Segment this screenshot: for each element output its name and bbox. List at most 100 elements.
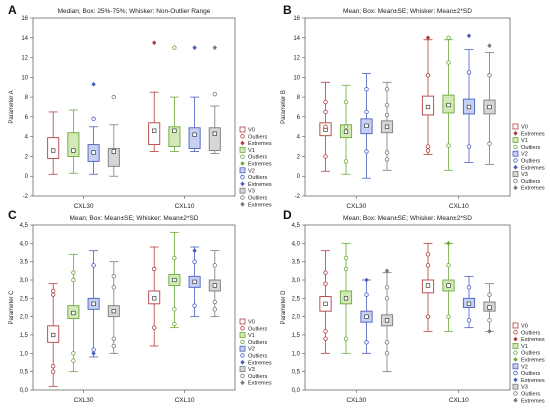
legend-box-swatch <box>239 126 246 133</box>
outlier-point <box>111 274 116 279</box>
box-v2-cxl30 <box>360 277 373 354</box>
outlier-point <box>212 307 217 312</box>
outlier-point <box>323 336 328 341</box>
box-v0-cxl30 <box>319 81 332 172</box>
y-tick-label: 16 <box>293 16 300 22</box>
plot-frame <box>32 224 236 391</box>
outlier-point <box>172 45 177 50</box>
outlier-point <box>343 266 349 272</box>
legend: V0ExtremesV1OutliersV2OutliersExtremesV3… <box>512 123 545 192</box>
box-v1-cxl30 <box>339 84 353 175</box>
y-tick-label: 12 <box>21 56 28 62</box>
box-v3-cxl10 <box>483 43 496 165</box>
outlier-point <box>212 91 217 97</box>
panel-letter: D <box>283 208 292 222</box>
box-v1-cxl10 <box>168 45 181 152</box>
legend-outlier-marker <box>240 154 245 159</box>
legend-box-swatch <box>239 146 246 153</box>
outlier-point <box>343 124 349 129</box>
legend-extreme-marker <box>240 140 245 146</box>
outlier-point <box>466 285 472 290</box>
center-marker <box>343 296 349 301</box>
y-tick-label: 0 <box>25 174 29 180</box>
box-v0-cxl10 <box>421 242 435 332</box>
legend-label: V0 <box>248 320 255 326</box>
center-marker <box>466 104 472 110</box>
panel-letter: A <box>8 3 17 17</box>
y-axis-label: Parameter B <box>281 90 287 124</box>
center-marker <box>384 124 390 129</box>
panel-d: D Mean; Box: Mean±SE; Whisker: Mean±2*SD 0… <box>281 208 545 404</box>
legend-label: V1 <box>248 148 255 154</box>
outlier-point <box>364 149 369 154</box>
x-category-label: CXL30 <box>346 203 366 210</box>
y-tick-label: 4,5 <box>292 223 301 229</box>
legend-label: Extremes <box>248 202 272 208</box>
y-tick-label: 3,0 <box>20 278 29 284</box>
x-category-label: CXL30 <box>74 397 94 404</box>
outlier-point <box>384 112 390 118</box>
outlier-point <box>425 263 431 268</box>
y-tick-label: 1,0 <box>20 351 29 357</box>
y-tick-label: 2 <box>297 154 301 160</box>
plot-frame <box>32 17 236 197</box>
y-tick-label: 3,5 <box>20 260 29 266</box>
center-marker <box>446 283 451 288</box>
legend-outlier-marker <box>240 195 245 200</box>
box-v2-cxl10 <box>462 33 476 163</box>
extreme-point <box>425 35 431 41</box>
y-tick-label: 6 <box>25 115 29 121</box>
legend-box-swatch <box>512 150 519 157</box>
x-category-label: CXL10 <box>449 203 469 210</box>
legend-label: V1 <box>521 344 528 350</box>
legend-label: Outliers <box>521 330 540 336</box>
box-body <box>188 127 201 149</box>
panel-a: A Median; Box: 25%-75%; Whisker: Non-Outl… <box>8 3 272 210</box>
outlier-point <box>212 263 217 268</box>
legend-label: Outliers <box>521 145 540 151</box>
legend-box-swatch <box>512 322 519 329</box>
legend: V0OutliersExtremesV1OutliersExtremesV2Ou… <box>239 126 272 208</box>
y-tick-label: 4 <box>25 135 29 141</box>
panel-c: C Mean; Box: Mean±SE; Whisker: Mean±2*SD 0… <box>8 208 272 404</box>
legend-extreme-marker <box>513 377 518 383</box>
box-v2-cxl30 <box>360 72 373 179</box>
box-v1-cxl30 <box>339 242 353 354</box>
outlier-point <box>425 144 431 149</box>
box-v3-cxl30 <box>380 268 394 373</box>
outlier-point <box>466 144 472 149</box>
legend-label: V2 <box>521 364 528 370</box>
y-tick-label: 2,0 <box>292 315 301 321</box>
legend-box-swatch <box>512 383 519 390</box>
outlier-point <box>384 86 390 92</box>
legend-label: V1 <box>248 333 255 339</box>
y-tick-label: 2,5 <box>292 296 301 302</box>
legend-label: V0 <box>521 324 528 330</box>
outlier-point <box>487 318 492 323</box>
box-v0-cxl30 <box>47 283 60 387</box>
legend-outlier-marker <box>240 373 245 379</box>
outlier-point <box>323 281 328 286</box>
box-v1-cxl30 <box>67 253 80 373</box>
extreme-point <box>384 268 390 274</box>
outlier-point <box>212 299 217 305</box>
center-marker <box>446 102 451 108</box>
legend-label: V1 <box>521 138 528 144</box>
outlier-point <box>487 141 492 146</box>
box-v1-cxl10 <box>442 35 455 171</box>
legend-outlier-marker <box>513 178 518 184</box>
legend-label: Outliers <box>521 371 540 377</box>
legend-label: Extremes <box>248 360 272 366</box>
box-v1-cxl10 <box>168 231 181 329</box>
plot-frame <box>304 17 511 197</box>
outlier-point <box>343 255 349 261</box>
x-category-label: CXL10 <box>449 397 469 404</box>
panel-letter: B <box>283 3 292 17</box>
outlier-point <box>91 263 96 268</box>
extreme-point <box>192 248 197 254</box>
legend-label: Extremes <box>521 378 545 384</box>
legend-extreme-marker <box>240 161 245 166</box>
legend-outlier-marker <box>513 158 518 163</box>
outlier-point <box>446 314 451 319</box>
y-tick-label: 4 <box>297 135 301 141</box>
